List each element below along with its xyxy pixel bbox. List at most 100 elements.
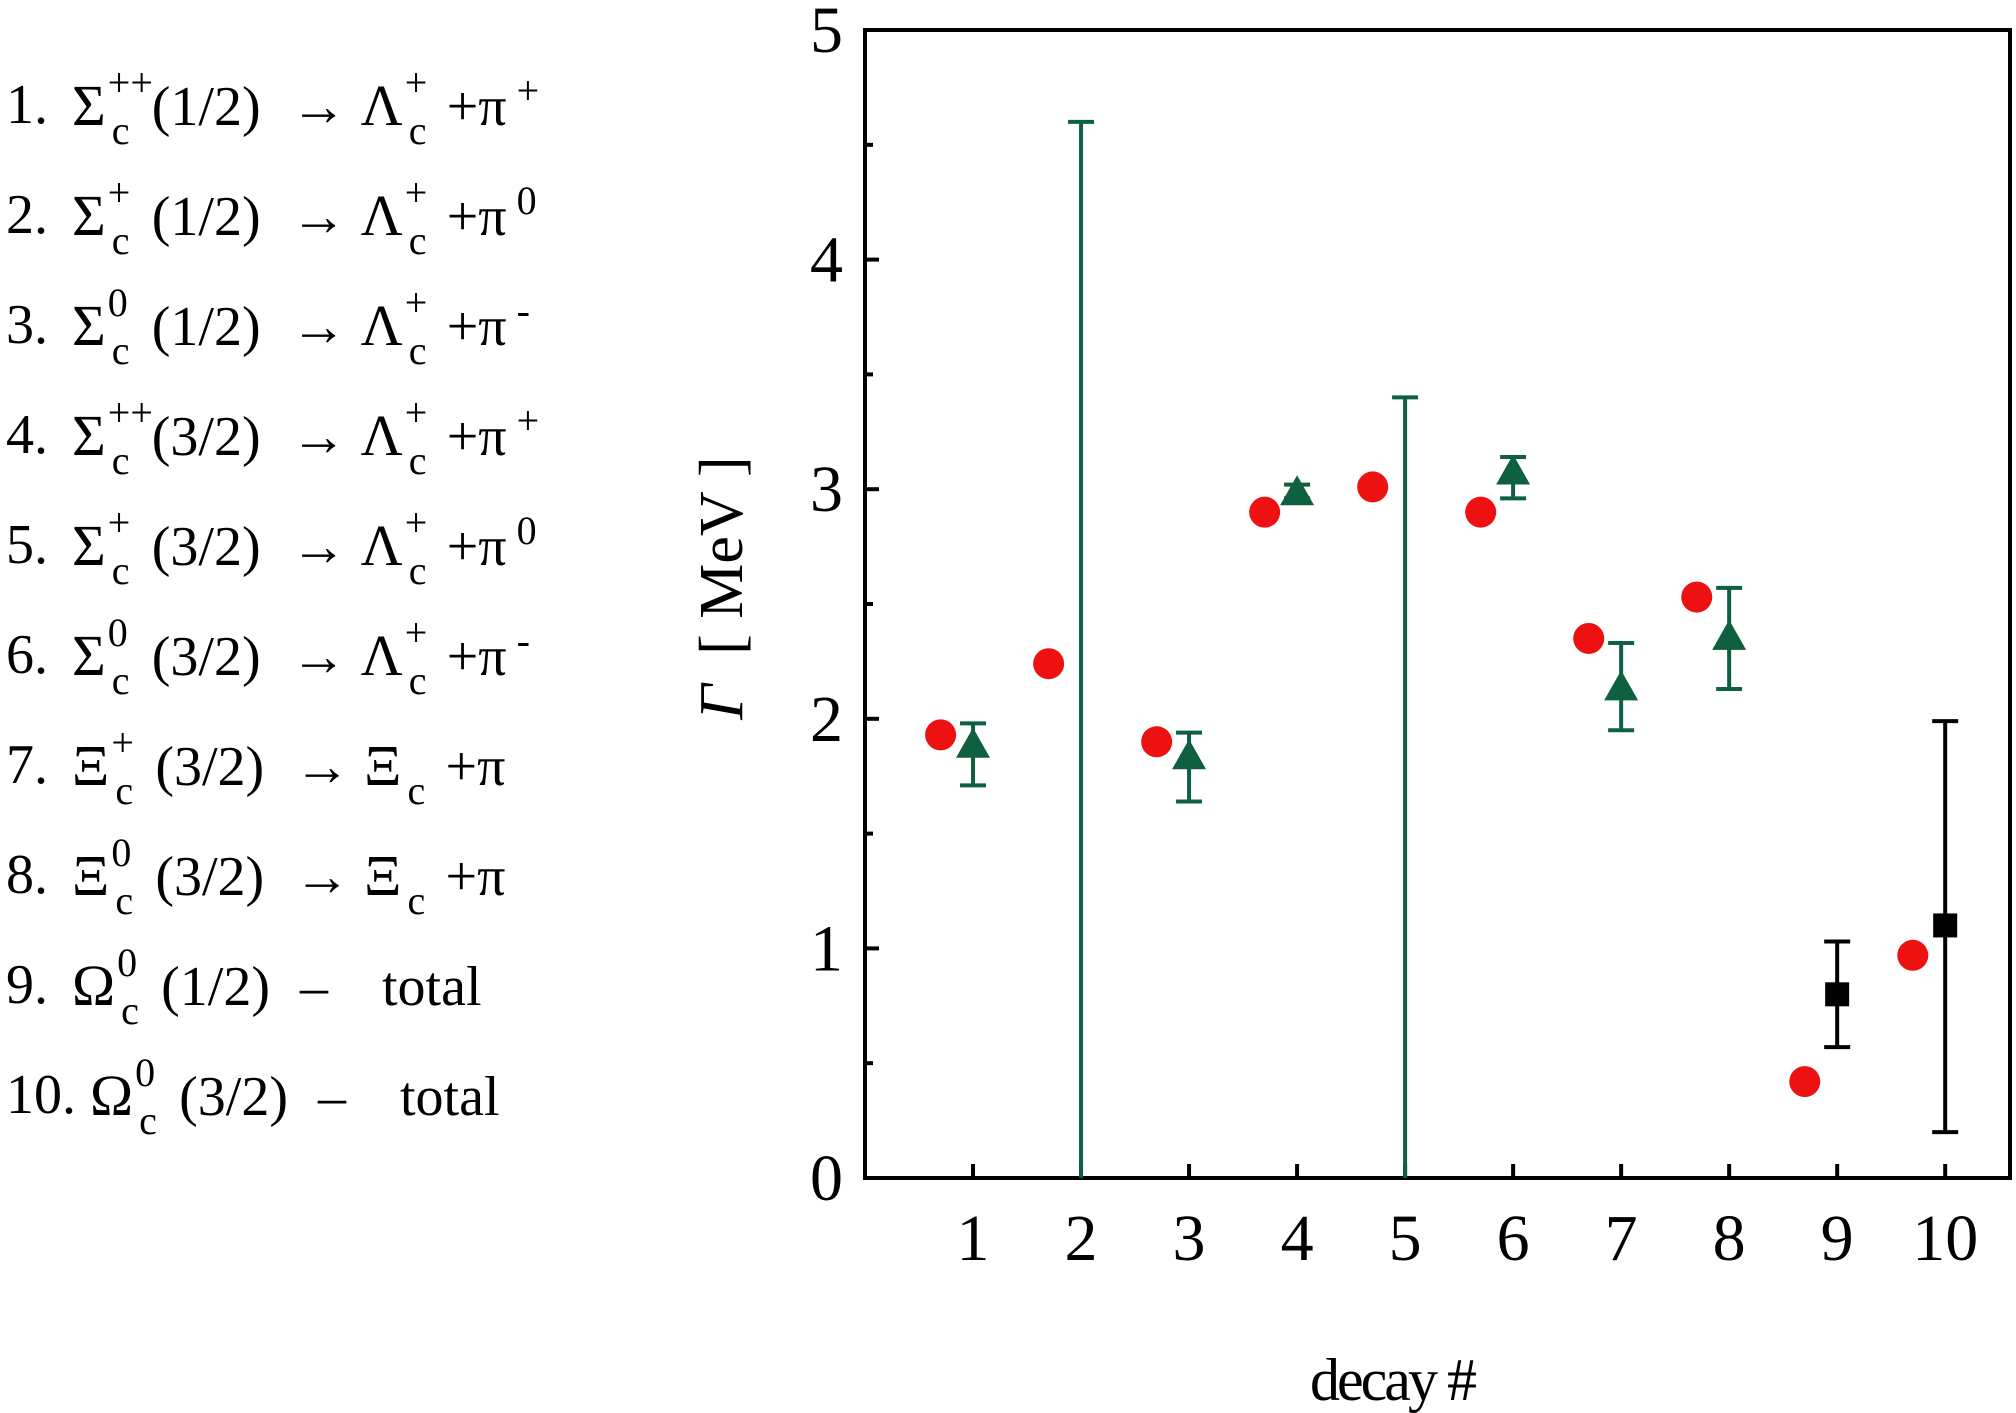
y-axis-label: Γ [ MeV ] (688, 456, 756, 720)
x-tick-label: 9 (1821, 1202, 1854, 1275)
data-point-triangle (1496, 454, 1531, 485)
y-tick-label: 0 (810, 1142, 843, 1215)
data-point-circle (1897, 939, 1929, 971)
pion-symbol: π (478, 186, 507, 248)
parent-charge: + (107, 170, 131, 215)
data-point-square (1825, 982, 1850, 1007)
parent-charge: + (111, 720, 134, 765)
product-symbol: Λ (360, 403, 403, 468)
parent-spin: (1/2) (151, 186, 261, 248)
y-axis-label-unit: [ MeV ] (688, 456, 756, 655)
plus-sign: + (446, 626, 479, 688)
product-charge: + (404, 170, 428, 215)
pion-symbol: π (478, 626, 507, 688)
parent-charge: 0 (107, 610, 128, 655)
decay-number: 6. (6, 624, 48, 686)
decay-number: 9. (6, 954, 48, 1016)
parent-flavor: c (111, 218, 130, 263)
parent-spin: (1/2) (151, 76, 261, 138)
data-point-circle (1141, 726, 1173, 758)
x-tick-label: 3 (1173, 1202, 1206, 1275)
axes: 0 1 2 3 4 5 1 2 3 4 5 6 7 8 9 10 (810, 0, 2012, 1275)
x-tick-label: 5 (1389, 1202, 1422, 1275)
x-tick-label: 6 (1497, 1202, 1530, 1275)
decay-formula: Σ + c (1/2) → Λ + c +π 0 (72, 173, 537, 261)
product-symbol: Λ (360, 183, 403, 248)
pion-charge: + (516, 68, 540, 113)
product-flavor: c (408, 218, 427, 263)
decay-item-1: 1. Σ ++ c (1/2) → Λ + c +π + (6, 55, 706, 165)
y-tick-label: 2 (810, 683, 843, 756)
data-point-circle (1573, 622, 1605, 654)
pion-charge: 0 (516, 508, 537, 553)
product-symbol: Λ (360, 623, 403, 688)
decay-formula: Σ ++ c (3/2) → Λ + c +π + (72, 393, 539, 481)
plus-sign: + (446, 406, 479, 468)
decay-arrow: → (294, 736, 351, 798)
parent-flavor: c (111, 328, 130, 373)
x-axis-label: decay # (1310, 1347, 1476, 1413)
product-flavor: c (408, 108, 427, 153)
decay-arrow: – (317, 1066, 346, 1128)
pion-symbol: π (478, 76, 507, 138)
x-tick-label: 8 (1713, 1202, 1746, 1275)
parent-spin: (1/2) (161, 956, 270, 1018)
decay-item-5: 5. Σ + c (3/2) → Λ + c +π 0 (6, 495, 706, 605)
parent-symbol: Ω (72, 953, 116, 1018)
parent-symbol: Σ (72, 403, 106, 468)
decay-arrow: → (290, 76, 347, 138)
parent-symbol: Σ (72, 623, 106, 688)
data-point-circle (1465, 496, 1497, 528)
x-tick-label: 7 (1605, 1202, 1638, 1275)
parent-symbol: Σ (72, 513, 106, 578)
decay-arrow: → (290, 406, 347, 468)
decay-formula: Ω 0 c (3/2) – total (90, 1053, 500, 1141)
pion-symbol: π (478, 406, 507, 468)
decay-item-2: 2. Σ + c (1/2) → Λ + c +π 0 (6, 165, 706, 275)
parent-flavor: c (121, 988, 139, 1033)
decay-number: 3. (6, 294, 48, 356)
data-point-triangle (1712, 619, 1747, 650)
decay-formula: Ω 0 c (1/2) – total (72, 943, 482, 1031)
decay-formula: Σ 0 c (1/2) → Λ + c +π - (72, 283, 530, 371)
decay-item-6: 6. Σ 0 c (3/2) → Λ + c +π - (6, 605, 706, 715)
pion-charge: - (516, 618, 530, 663)
parent-symbol: Ξ (72, 733, 110, 798)
decay-number: 2. (6, 184, 48, 246)
x-tick-label: 1 (957, 1202, 990, 1275)
decay-total: total (399, 1066, 500, 1128)
parent-symbol: Ξ (72, 843, 110, 908)
svg-text:Γ [ MeV ]: Γ [ MeV ] (688, 456, 756, 720)
pion-symbol: π (477, 846, 506, 908)
parent-charge: + (107, 500, 131, 545)
pion-symbol: π (478, 296, 507, 358)
y-tick-label: 3 (810, 453, 843, 526)
product-charge: + (404, 60, 428, 105)
parent-spin: (3/2) (151, 406, 261, 468)
product-charge: + (404, 500, 428, 545)
product-flavor: c (408, 328, 427, 373)
pion-charge: - (516, 288, 530, 333)
data-point-triangle (1604, 670, 1639, 701)
parent-symbol: Σ (72, 293, 106, 358)
parent-flavor: c (139, 1098, 157, 1143)
y-tick-label: 4 (810, 224, 843, 297)
decay-arrow: → (290, 626, 347, 688)
parent-flavor: c (111, 658, 130, 703)
decay-number: 7. (6, 734, 48, 796)
decay-item-3: 3. Σ 0 c (1/2) → Λ + c +π - (6, 275, 706, 385)
y-tick-label: 5 (810, 0, 843, 67)
decay-number: 4. (6, 404, 48, 466)
product-charge: + (404, 280, 428, 325)
x-tick-label: 2 (1065, 1202, 1098, 1275)
data-point-triangle (1172, 739, 1207, 770)
decay-formula: Σ + c (3/2) → Λ + c +π 0 (72, 503, 537, 591)
chart-marks (925, 119, 1959, 1178)
parent-spin: (3/2) (151, 626, 261, 688)
parent-charge: ++ (107, 60, 153, 105)
parent-flavor: c (111, 108, 130, 153)
data-point-circle (1681, 581, 1713, 613)
